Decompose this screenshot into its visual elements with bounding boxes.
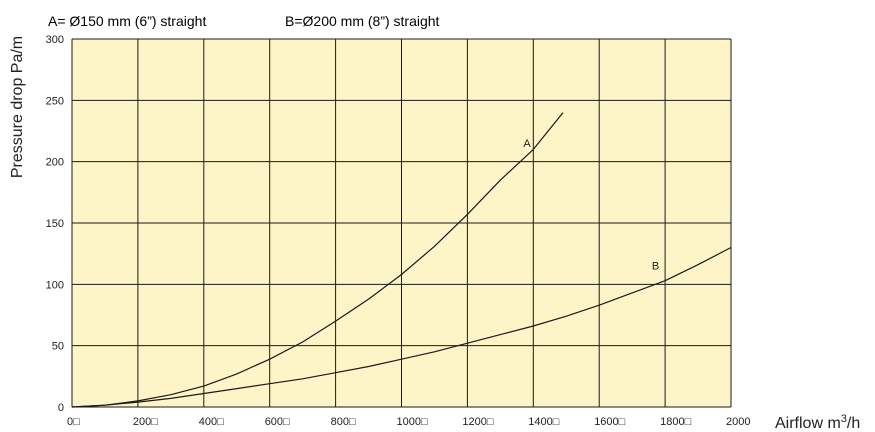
y-tick-label: 0 xyxy=(58,402,64,414)
y-tick-label: 50 xyxy=(52,341,64,353)
x-tick-label: 1000□ xyxy=(397,416,428,428)
x-axis-title: Airflow m3/h xyxy=(775,413,860,432)
y-tick-label: 250 xyxy=(46,95,64,107)
x-axis-title-tail: /h xyxy=(847,415,860,432)
x-tick-label: 2000 xyxy=(726,416,750,428)
x-tick-label: 600□ xyxy=(265,416,290,428)
curve-label-b: B xyxy=(652,261,659,273)
curve-labels: AB xyxy=(523,138,659,273)
series-line-a xyxy=(71,112,564,408)
y-axis-title: Pressure drop Pa/m xyxy=(9,36,26,178)
grid-lines xyxy=(71,38,732,408)
curves xyxy=(71,112,732,408)
y-tick-label: 150 xyxy=(46,218,64,230)
y-tick-label: 200 xyxy=(46,157,64,169)
x-tick-label: 400□ xyxy=(199,416,224,428)
y-tick-label: 100 xyxy=(46,279,64,291)
tick-labels: 0□ 200□ 400□ 600□ 800□ 1000□ 1200□ 1400□ 1600□ 18… xyxy=(46,34,751,428)
x-tick-label: 1200□ xyxy=(462,416,493,428)
x-axis-title-superscript: 3 xyxy=(841,413,847,425)
legend-entry-a: A= Ø150 mm (6”) straight xyxy=(48,13,206,29)
x-tick-label: 200□ xyxy=(133,416,158,428)
curve-label-a: A xyxy=(523,138,531,150)
legend-entry-b: B=Ø200 mm (8”) straight xyxy=(285,13,440,29)
x-axis-title-main: Airflow m xyxy=(775,415,841,432)
x-tick-label: 800□ xyxy=(331,416,356,428)
x-tick-label: 1600□ xyxy=(594,416,625,428)
series-line-b xyxy=(71,246,732,408)
x-tick-label: 0□ xyxy=(67,416,80,428)
x-tick-label: 1800□ xyxy=(660,416,691,428)
y-tick-label: 300 xyxy=(46,34,64,46)
x-tick-label: 1400□ xyxy=(528,416,559,428)
